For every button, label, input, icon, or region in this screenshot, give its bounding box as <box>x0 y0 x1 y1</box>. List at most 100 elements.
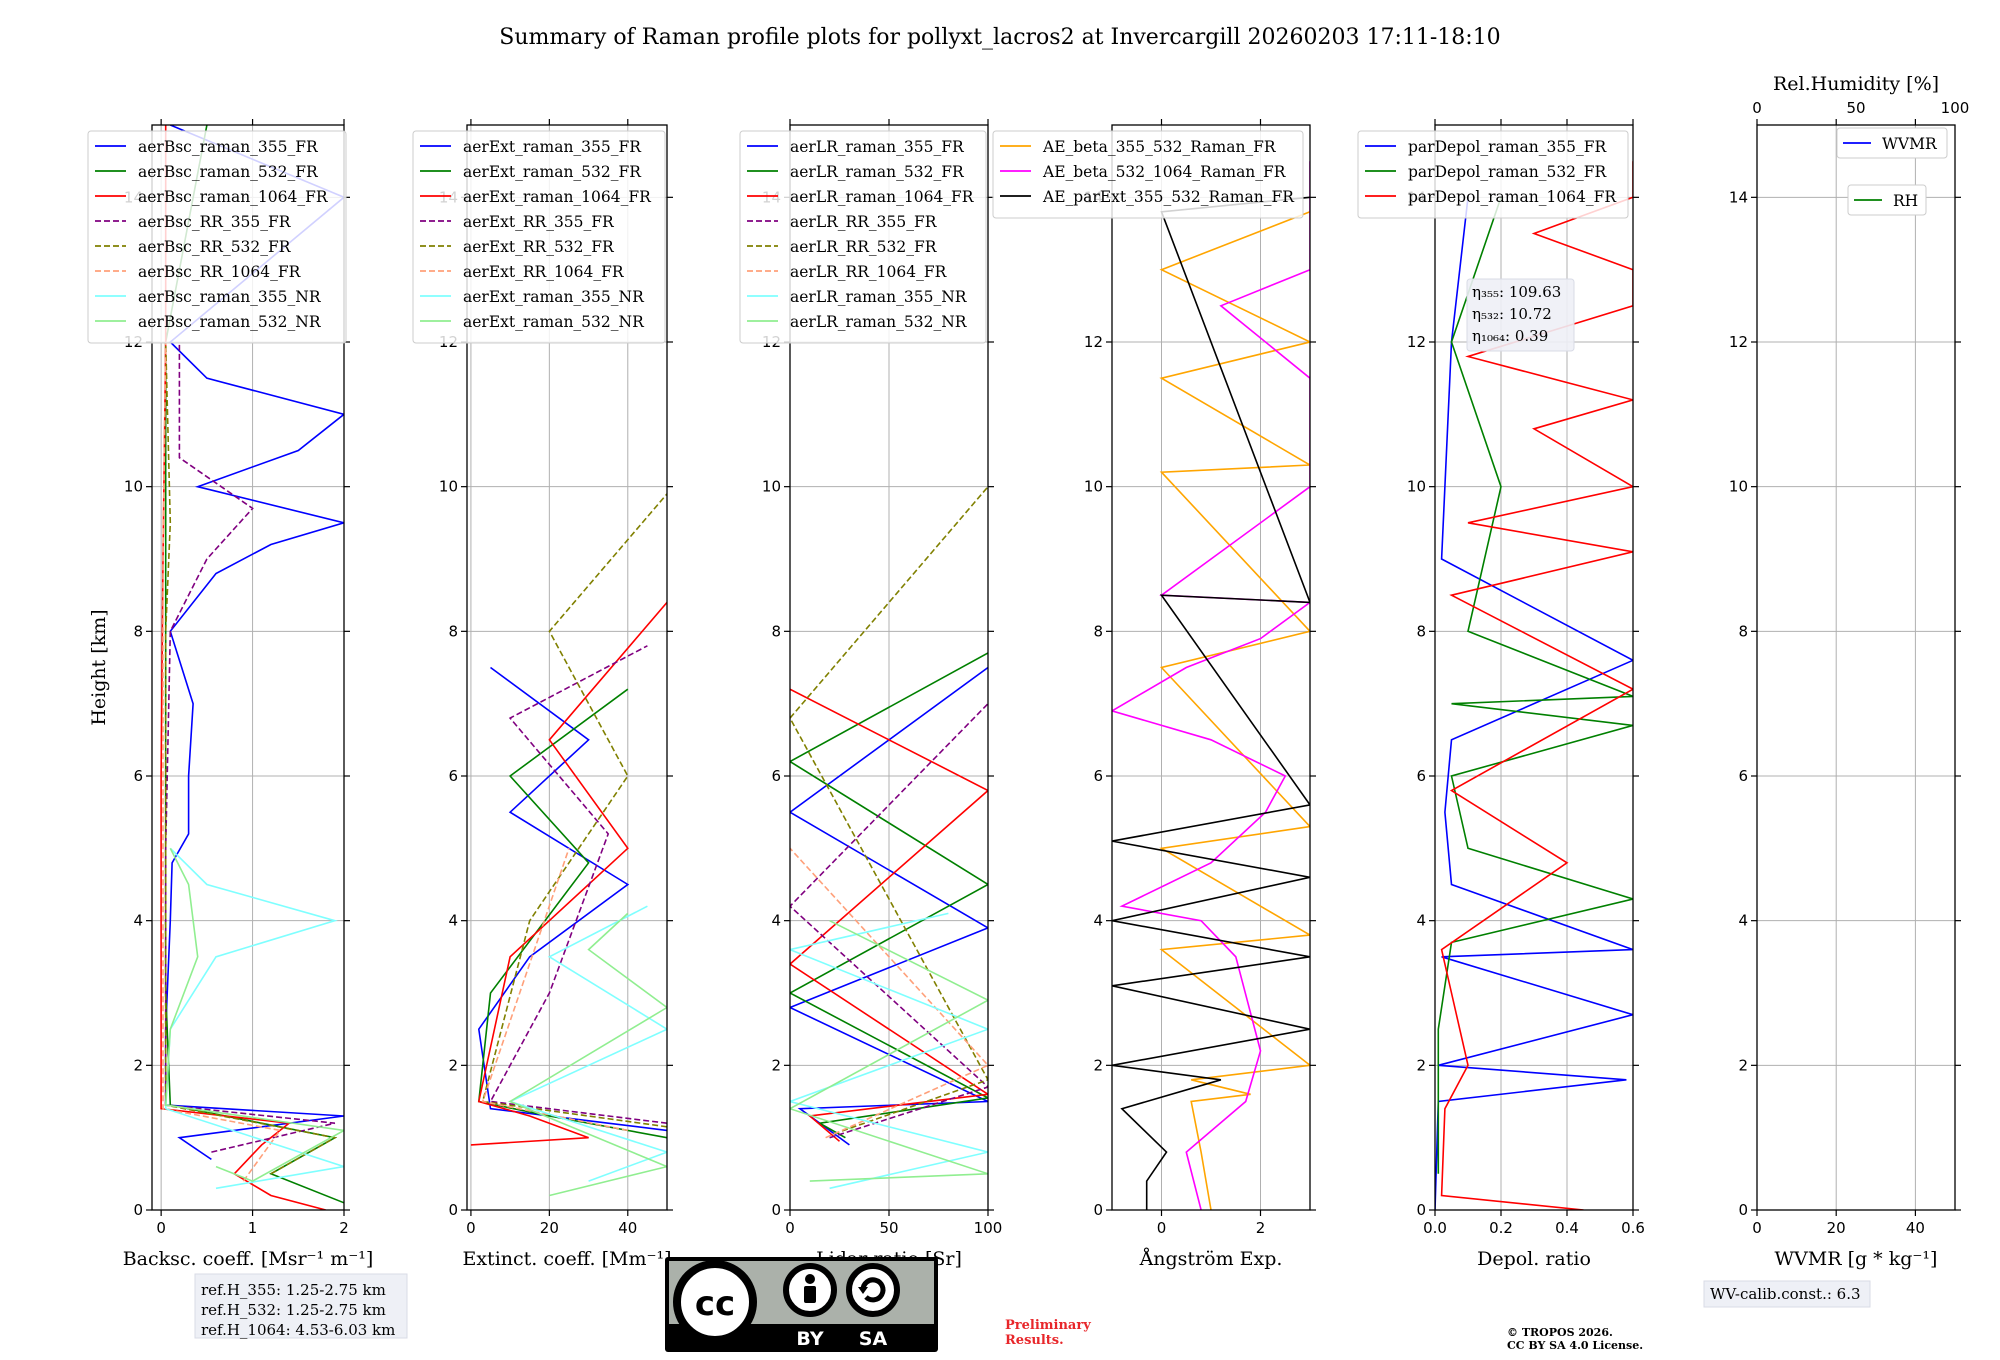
ref-h-1064: ref.H_1064: 4.53-6.03 km <box>201 1321 395 1339</box>
legend: AE_beta_355_532_Raman_FR AE_beta_532_1064… <box>992 130 1304 219</box>
xtick-label: 40 <box>1906 1219 1925 1237</box>
y-axis-label: Height [km] <box>88 609 110 725</box>
x-axis-label: Extinct. coeff. [Mm⁻¹] <box>462 1248 671 1270</box>
series-aerExt_RR_1064_FR <box>481 848 628 1132</box>
axes-frame <box>1434 124 1634 1211</box>
legend-label: aerBsc_raman_1064_FR <box>138 188 329 206</box>
legend-label: AE_beta_532_1064_Raman_FR <box>1042 163 1287 181</box>
ytick-label: 8 <box>448 622 458 640</box>
ytick-label: 6 <box>1093 767 1103 785</box>
wv-calib-const: WV-calib.const.: 6.3 <box>1710 1285 1861 1303</box>
ytick-label: 2 <box>1738 1056 1748 1074</box>
ytick-label: 2 <box>1416 1056 1426 1074</box>
legend-label: aerBsc_raman_532_NR <box>138 313 322 331</box>
legend-entry: RH <box>1847 184 1927 216</box>
cc-by-label: BY <box>796 1328 823 1350</box>
legend: aerBsc_raman_355_FR aerBsc_raman_532_FRae… <box>87 130 347 344</box>
panel-lr: 02468101214050100Lidar ratio [Sr]aerLR_r… <box>739 119 1003 1270</box>
legend-label: aerExt_raman_532_FR <box>463 163 642 181</box>
series-aerBsc_RR_1064_FR <box>162 341 282 1182</box>
xtick-label: 0 <box>156 1219 166 1237</box>
xtick-label: 100 <box>974 1219 1003 1237</box>
ref-heights-box: ref.H_355: 1.25-2.75 km ref.H_532: 1.25-… <box>194 1273 408 1339</box>
copyright-line-1: © TROPOS 2026. <box>1507 1326 1613 1339</box>
series-aerExt_RR_355_FR <box>489 645 667 1124</box>
annotation-eta532: η₅₃₂: 10.72 <box>1472 305 1552 323</box>
series-aerLR_raman_532_NR <box>790 919 988 1182</box>
legend-label: aerExt_RR_1064_FR <box>463 263 625 281</box>
legend-label: parDepol_raman_532_FR <box>1408 163 1608 181</box>
series-aerLR_RR_532_FR <box>790 486 988 1135</box>
series-aerBsc_raman_355_NR <box>164 847 344 1190</box>
axes-frame <box>1756 124 1956 1211</box>
legend-label: aerExt_raman_355_FR <box>463 138 642 156</box>
ytick-label: 14 <box>1729 188 1748 206</box>
ytick-label: 0 <box>448 1201 458 1219</box>
ytick-label: 8 <box>1093 622 1103 640</box>
xtick-label: 50 <box>879 1219 898 1237</box>
xtick-label: 2 <box>339 1219 349 1237</box>
ytick-label: 2 <box>133 1056 143 1074</box>
ytick-label: 10 <box>1407 478 1426 496</box>
legend-label: aerLR_raman_1064_FR <box>790 188 975 206</box>
series-aerExt_RR_532_FR <box>481 493 667 1128</box>
xtick-label: 0.2 <box>1489 1219 1513 1237</box>
series-parDepol_raman_355_FR <box>1435 197 1633 1210</box>
legend-label: aerExt_raman_1064_FR <box>463 188 652 206</box>
xtick-label: 1 <box>248 1219 258 1237</box>
legend-box <box>992 130 1304 219</box>
xtick-label: 40 <box>618 1219 637 1237</box>
ytick-label: 0 <box>771 1201 781 1219</box>
legend-label: aerBsc_raman_532_FR <box>138 163 319 181</box>
xtick-label: 0 <box>1752 1219 1762 1237</box>
series-aerExt_raman_355_NR <box>507 905 667 1182</box>
top-xtick-label: 100 <box>1941 99 1970 117</box>
legend-label: AE_parExt_355_532_Raman_FR <box>1042 188 1295 206</box>
axes-frame <box>151 124 345 1211</box>
series-aerExt_raman_355_FR <box>477 666 667 1132</box>
panel-ae: 0246810121402Ångström Exp.AE_beta_355_53… <box>992 119 1316 1270</box>
top-xtick-label: 50 <box>1846 99 1865 117</box>
ytick-label: 10 <box>1729 478 1748 496</box>
ytick-label: 4 <box>133 912 143 930</box>
xtick-label: 20 <box>1827 1219 1846 1237</box>
series-AE_beta_355_532_Raman_FR <box>1159 211 1310 1210</box>
ytick-label: 4 <box>771 912 781 930</box>
legend-label: aerLR_raman_532_FR <box>790 163 965 181</box>
panel-ext: 0246810121402040Extinct. coeff. [Mm⁻¹]ae… <box>412 119 673 1270</box>
ytick-label: 0 <box>1093 1201 1103 1219</box>
legend-label: AE_beta_355_532_Raman_FR <box>1042 138 1277 156</box>
eta-annotation: η₃₅₅: 109.63 η₅₃₂: 10.72 η₁₀₆₄: 0.39 <box>1466 278 1575 352</box>
axes-frame <box>1111 124 1311 1211</box>
ytick-label: 10 <box>1084 478 1103 496</box>
svg-text:cc: cc <box>695 1284 735 1324</box>
legend-label: aerLR_raman_532_NR <box>790 313 968 331</box>
axes-layer: 02468101214012Backsc. coeff. [Msr⁻¹ m⁻¹]… <box>87 73 1969 1270</box>
series-aerExt_raman_1064_FR <box>470 601 667 1146</box>
wv-calib-box: WV-calib.const.: 6.3 <box>1703 1280 1871 1308</box>
ref-h-355: ref.H_355: 1.25-2.75 km <box>201 1281 386 1299</box>
annotation-eta1064: η₁₀₆₄: 0.39 <box>1472 327 1548 345</box>
series-aerLR_raman_532_FR <box>790 652 988 1139</box>
legend-label: aerBsc_RR_355_FR <box>138 213 292 231</box>
legend-label: aerLR_RR_1064_FR <box>790 263 948 281</box>
legend-label: aerLR_RR_532_FR <box>790 238 938 256</box>
ytick-label: 6 <box>771 767 781 785</box>
series-aerLR_raman_355_NR <box>790 912 988 1190</box>
ytick-label: 10 <box>124 478 143 496</box>
legend-label: parDepol_raman_1064_FR <box>1408 188 1617 206</box>
axes-frame <box>466 124 668 1211</box>
series-AE_parExt_355_532_Raman_FR <box>1112 196 1310 1210</box>
xtick-label: 0 <box>466 1219 476 1237</box>
ytick-label: 8 <box>133 622 143 640</box>
ytick-label: 12 <box>1729 333 1748 351</box>
preliminary-label-2: Results. <box>1005 1333 1064 1348</box>
legend-label: RH <box>1893 192 1918 210</box>
ytick-label: 0 <box>133 1201 143 1219</box>
legend: aerLR_raman_355_FR aerLR_raman_532_FR aerL… <box>739 130 987 344</box>
ref-h-532: ref.H_532: 1.25-2.75 km <box>201 1301 386 1319</box>
legend: parDepol_raman_355_FR parDepol_raman_532_… <box>1357 130 1629 219</box>
copyright-line-2: CC BY SA 4.0 License. <box>1507 1339 1643 1352</box>
